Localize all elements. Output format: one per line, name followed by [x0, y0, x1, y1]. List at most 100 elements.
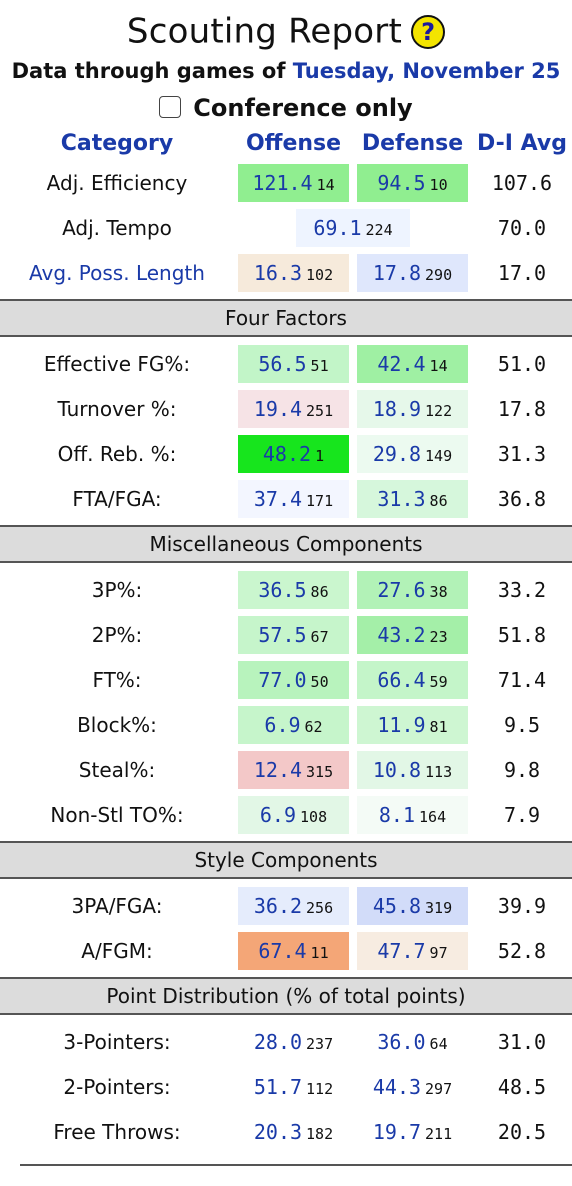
2p-offense-chip: 57.5 67: [238, 615, 349, 654]
turnover-offense-chip: 19.4 251: [238, 389, 349, 428]
a-fgm-offense-cell: 67.4 11: [234, 928, 353, 973]
conference-only-toggle[interactable]: Conference only: [0, 90, 572, 126]
block-defense-chip: 11.9 81: [357, 705, 468, 744]
3pa-fga-defense-value[interactable]: 45.8: [372, 893, 422, 918]
fta-fga-defense-cell: 31.3 86: [353, 476, 472, 521]
non-stl-to-defense-cell: 8.1 164: [353, 792, 472, 837]
row-turnover: Turnover %: 19.4 251 18.9 122 17.8: [0, 386, 572, 431]
fta-fga-label: FTA/FGA:: [72, 486, 162, 511]
turnover-defense-value[interactable]: 18.9: [372, 396, 422, 421]
a-fgm-avg: 52.8: [497, 938, 547, 963]
data-through-date-link[interactable]: Tuesday, November 25: [292, 59, 561, 83]
fta-fga-offense-cell: 37.4 171: [234, 476, 353, 521]
ft-offense-value[interactable]: 77.0: [258, 667, 307, 692]
steal-defense-value[interactable]: 10.8: [372, 757, 422, 782]
turnover-offense-cell: 19.4 251: [234, 386, 353, 431]
turnover-offense-rank: 251: [306, 401, 334, 420]
2p-avg: 51.8: [497, 622, 547, 647]
2-pointers-offense-value[interactable]: 51.7: [253, 1074, 303, 1099]
non-stl-to-offense-chip: 6.9 108: [238, 795, 349, 834]
ft-offense-cell: 77.0 50: [234, 657, 353, 702]
a-fgm-defense-value[interactable]: 47.7: [377, 938, 426, 963]
row-adj-efficiency: Adj. Efficiency 121.4 14 94.5 10 107.6: [0, 160, 572, 205]
ft-defense-value[interactable]: 66.4: [377, 667, 426, 692]
adj-tempo-rank: 224: [365, 220, 393, 239]
steal-offense-value[interactable]: 12.4: [253, 757, 303, 782]
free-throws-defense-chip: 19.7 211: [357, 1113, 468, 1151]
non-stl-to-offense-value[interactable]: 6.9: [259, 802, 297, 827]
avg-poss-length-defense-value[interactable]: 17.8: [372, 260, 422, 285]
3p-offense-cell: 36.5 86: [234, 567, 353, 612]
col-defense[interactable]: Defense: [361, 130, 464, 156]
help-icon[interactable]: ?: [411, 14, 446, 49]
turnover-label: Turnover %:: [57, 396, 177, 421]
off-reb-defense-cell: 29.8 149: [353, 431, 472, 476]
row-free-throws: Free Throws: 20.3 182 19.7 211 20.5: [0, 1109, 572, 1154]
3-pointers-offense-value[interactable]: 28.0: [253, 1029, 303, 1054]
col-d1-avg[interactable]: D-I Avg: [477, 130, 567, 156]
conference-only-checkbox[interactable]: [159, 96, 182, 118]
adj-efficiency-offense-rank: 14: [316, 175, 335, 194]
block-offense-chip: 6.9 62: [238, 705, 349, 744]
steal-defense-chip: 10.8 113: [357, 750, 468, 789]
3p-avg: 33.2: [497, 577, 547, 602]
col-category[interactable]: Category: [60, 130, 174, 156]
effective-fg-offense-value[interactable]: 56.5: [258, 351, 307, 376]
col-offense[interactable]: Offense: [245, 130, 342, 156]
non-stl-to-offense-cell: 6.9 108: [234, 792, 353, 837]
block-avg: 9.5: [503, 712, 541, 737]
off-reb-offense-value[interactable]: 48.2: [262, 441, 312, 466]
block-defense-value[interactable]: 11.9: [377, 712, 426, 737]
row-ft: FT%: 77.0 50 66.4 59 71.4: [0, 657, 572, 702]
3-pointers-defense-value[interactable]: 36.0: [377, 1029, 426, 1054]
fta-fga-defense-value[interactable]: 31.3: [377, 486, 426, 511]
adj-tempo-value[interactable]: 69.1: [313, 215, 362, 240]
row-fta-fga: FTA/FGA: 37.4 171 31.3 86 36.8: [0, 476, 572, 521]
free-throws-offense-value[interactable]: 20.3: [253, 1119, 303, 1144]
adj-tempo-cell: 69.1 224: [234, 205, 472, 250]
ft-defense-chip: 66.4 59: [357, 660, 468, 699]
row-3-pointers: 3-Pointers: 28.0 237 36.0 64 31.0: [0, 1019, 572, 1064]
2p-offense-value[interactable]: 57.5: [258, 622, 307, 647]
avg-poss-length-offense-value[interactable]: 16.3: [253, 260, 303, 285]
section-title: Style Components: [0, 841, 572, 879]
effective-fg-defense-chip: 42.4 14: [357, 344, 468, 383]
3pa-fga-label: 3PA/FGA:: [71, 893, 163, 918]
2-pointers-defense-value[interactable]: 44.3: [372, 1074, 422, 1099]
effective-fg-defense-value[interactable]: 42.4: [377, 351, 426, 376]
3-pointers-offense-rank: 237: [306, 1034, 334, 1053]
row-avg-poss-length: Avg. Poss. Length 16.3 102 17.8 290 17.0: [0, 250, 572, 295]
3p-defense-chip: 27.6 38: [357, 570, 468, 609]
3-pointers-offense-cell: 28.0 237: [234, 1019, 353, 1064]
section-title: Four Factors: [0, 299, 572, 337]
turnover-offense-value[interactable]: 19.4: [253, 396, 303, 421]
off-reb-defense-value[interactable]: 29.8: [372, 441, 422, 466]
title-row: Scouting Report ?: [0, 6, 572, 56]
fta-fga-offense-chip: 37.4 171: [238, 479, 349, 518]
2p-defense-rank: 23: [429, 627, 448, 646]
free-throws-defense-value[interactable]: 19.7: [372, 1119, 422, 1144]
off-reb-offense-rank: 1: [315, 446, 325, 465]
2p-defense-value[interactable]: 43.2: [377, 622, 426, 647]
avg-poss-length-label[interactable]: Avg. Poss. Length: [29, 260, 205, 285]
3p-defense-value[interactable]: 27.6: [377, 577, 426, 602]
3pa-fga-offense-value[interactable]: 36.2: [253, 893, 303, 918]
adj-efficiency-label: Adj. Efficiency: [46, 170, 188, 195]
3p-offense-value[interactable]: 36.5: [258, 577, 307, 602]
3pa-fga-offense-cell: 36.2 256: [234, 883, 353, 928]
ft-label: FT%:: [92, 667, 142, 692]
non-stl-to-defense-value[interactable]: 8.1: [378, 802, 416, 827]
off-reb-avg: 31.3: [497, 441, 547, 466]
adj-tempo-label: Adj. Tempo: [62, 215, 172, 240]
2-pointers-defense-cell: 44.3 297: [353, 1064, 472, 1109]
adj-efficiency-offense-value[interactable]: 121.4: [252, 170, 313, 195]
fta-fga-defense-rank: 86: [429, 491, 448, 510]
adj-efficiency-defense-value[interactable]: 94.5: [377, 170, 426, 195]
a-fgm-offense-value[interactable]: 67.4: [258, 938, 307, 963]
turnover-defense-chip: 18.9 122: [357, 389, 468, 428]
fta-fga-offense-value[interactable]: 37.4: [253, 486, 303, 511]
3-pointers-offense-chip: 28.0 237: [238, 1023, 349, 1061]
steal-avg: 9.8: [503, 757, 541, 782]
a-fgm-offense-rank: 11: [310, 943, 329, 962]
block-offense-value[interactable]: 6.9: [264, 712, 301, 737]
